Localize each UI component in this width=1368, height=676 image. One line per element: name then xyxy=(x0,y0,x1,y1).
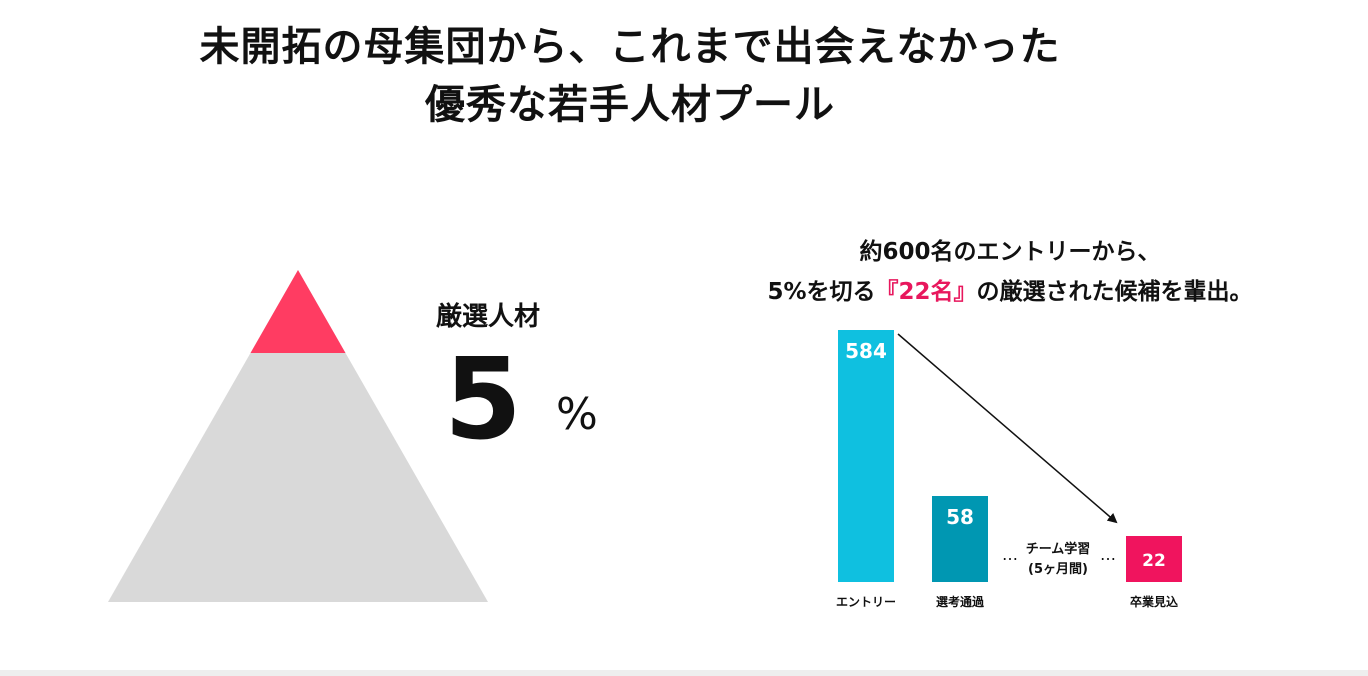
footer-bar xyxy=(0,670,1368,676)
bar-1 xyxy=(932,496,988,582)
bar-2 xyxy=(1126,536,1182,582)
bar-value-label-2: 22 xyxy=(1142,551,1166,571)
headline-line-1: 約600名のエントリーから、 xyxy=(859,239,1161,265)
chart-headline: 約600名のエントリーから、 5%を切る『22名』の厳選された候補を輩出。 xyxy=(700,232,1320,312)
pyramid-graphic xyxy=(108,270,488,602)
stat-value: 5 xyxy=(444,335,522,465)
funnel-bar-chart: 584 エントリー 58 選考通過 22 卒業見込 … チーム学習 (5ヶ月間) … xyxy=(836,330,1182,609)
page-title-line-1: 未開拓の母集団から、これまで出会えなかった xyxy=(199,24,1061,70)
pyramid-top xyxy=(250,270,346,353)
headline-accent: 『22名』 xyxy=(875,279,977,305)
stage-note-line-1: チーム学習 xyxy=(1026,541,1091,557)
headline-line-2: 5%を切る『22名』の厳選された候補を輩出。 xyxy=(700,272,1320,312)
ellipsis-right: … xyxy=(1100,545,1116,564)
bar-0 xyxy=(838,330,894,582)
page-title: 未開拓の母集団から、これまで出会えなかった 優秀な若手人材プール xyxy=(0,18,1260,134)
funnel-arrow xyxy=(897,333,1118,524)
headline-line-2-post: の厳選された候補を輩出。 xyxy=(976,279,1253,305)
bar-value-label-1: 58 xyxy=(946,505,974,529)
ellipsis-left: … xyxy=(1002,545,1018,564)
category-label-0: エントリー xyxy=(836,595,896,609)
stat-unit: % xyxy=(556,389,598,440)
headline-line-2-pre: 5%を切る xyxy=(767,279,876,305)
bar-value-label-0: 584 xyxy=(845,339,887,363)
stat-label: 厳選人材 xyxy=(436,302,541,332)
pyramid-base xyxy=(108,270,488,602)
category-label-1: 選考通過 xyxy=(936,594,985,609)
stage-note-line-2: (5ヶ月間) xyxy=(1028,562,1088,577)
page-title-line-2: 優秀な若手人材プール xyxy=(425,82,835,128)
category-label-2: 卒業見込 xyxy=(1130,594,1178,609)
